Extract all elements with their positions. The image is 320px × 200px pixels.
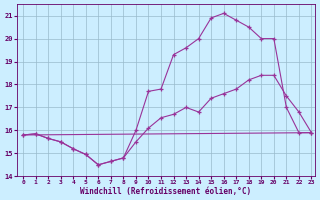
X-axis label: Windchill (Refroidissement éolien,°C): Windchill (Refroidissement éolien,°C) — [80, 187, 252, 196]
